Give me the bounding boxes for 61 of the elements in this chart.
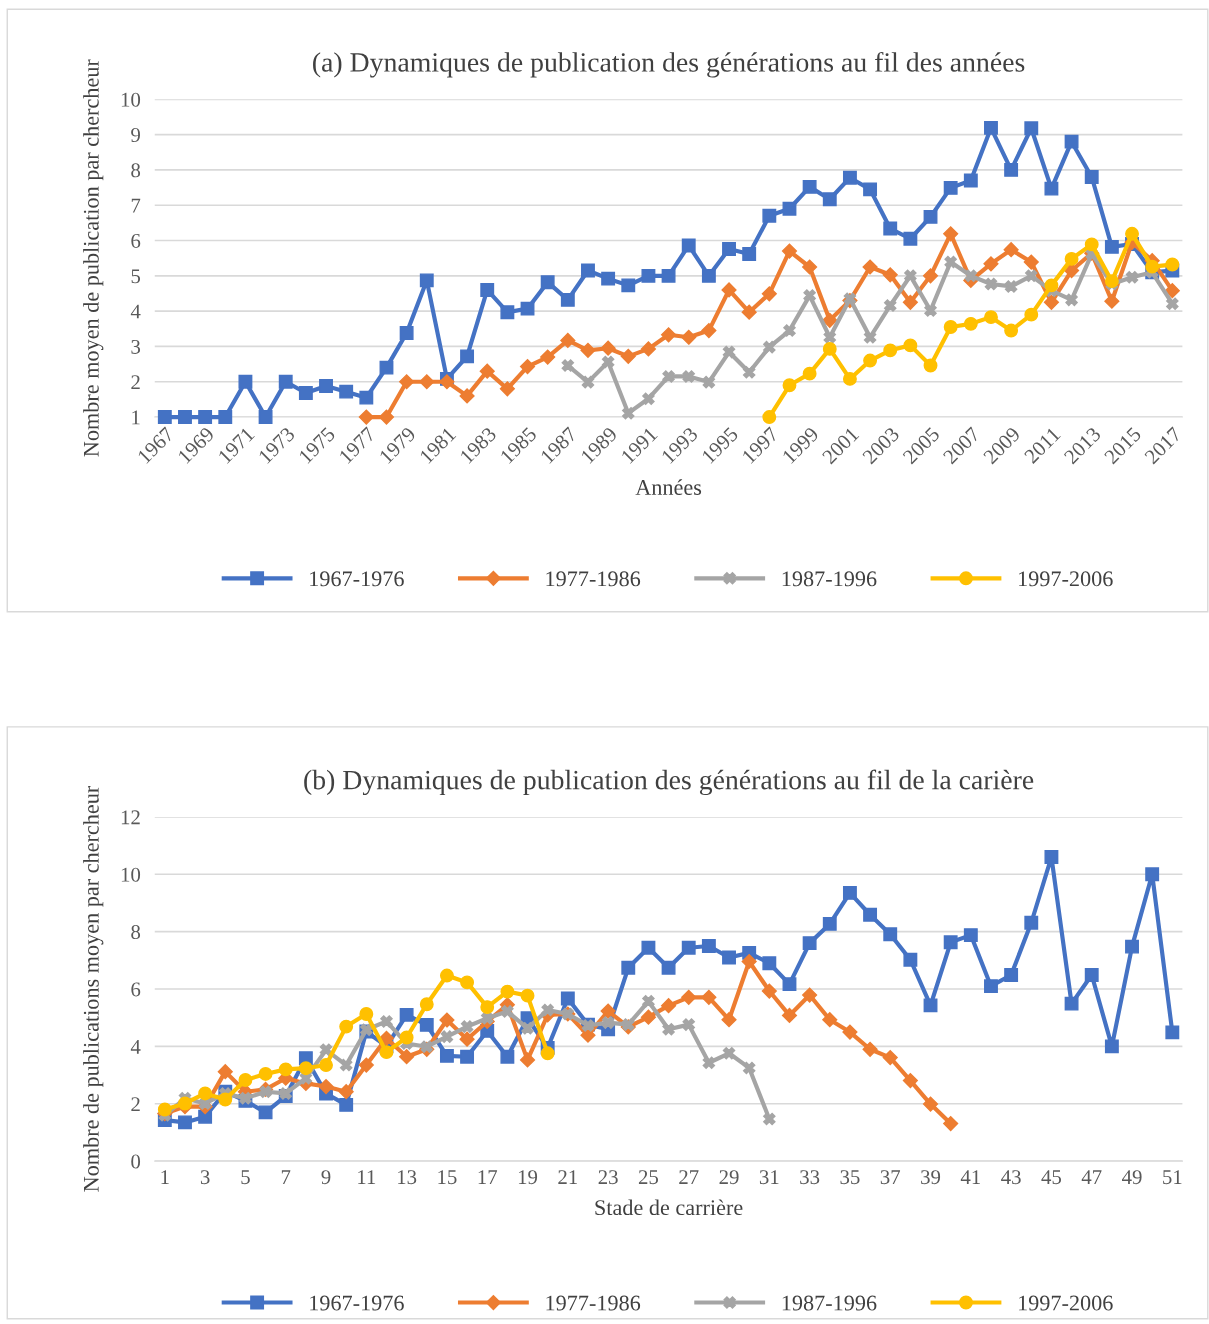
x-tick-label: 7	[281, 1170, 291, 1184]
y-tick-label: 0	[131, 1154, 141, 1169]
x-tick-label: 49	[1122, 1170, 1142, 1185]
y-tick-label: 1	[132, 410, 140, 425]
y-tick-label: 8	[131, 163, 141, 178]
x-tick-label: 19	[518, 1170, 538, 1185]
y-tick-label: 10	[121, 867, 141, 882]
x-tick-label: 25	[638, 1170, 659, 1185]
y-tick-label: 6	[131, 233, 141, 248]
y-axis-title: Nombre de publications moyen par chercheur	[83, 785, 104, 1192]
x-tick-label: 1991	[620, 426, 658, 464]
x-axis-title: Stade de carrière	[595, 1199, 743, 1216]
x-tick-label: 13	[398, 1170, 417, 1185]
y-tick-label: 2	[131, 1097, 140, 1111]
x-tick-label: 1	[161, 1170, 169, 1184]
chart-title: (a) Dynamiques de publication des générations au fil des années	[313, 51, 1025, 78]
y-tick-label: 12	[121, 810, 140, 825]
x-tick-label: 3	[200, 1170, 210, 1185]
x-tick-label: 27	[679, 1170, 699, 1184]
x-tick-label: 47	[1081, 1170, 1102, 1184]
x-tick-label: 31	[759, 1170, 779, 1185]
chart-title: (b) Dynamiques de publication des générations au fil de la carière	[304, 769, 1034, 796]
x-tick-label: 17	[478, 1170, 498, 1184]
y-tick-label: 7	[131, 198, 141, 213]
legend-label: 1997-2006	[1019, 1295, 1113, 1311]
x-tick-label: 1981	[419, 426, 457, 464]
legend-label: 1987-1996	[782, 571, 877, 587]
x-tick-label: 43	[1001, 1170, 1021, 1185]
x-tick-label: 51	[1163, 1170, 1182, 1185]
x-axis-title: Années	[635, 479, 702, 495]
y-tick-label: 10	[121, 92, 141, 107]
x-tick-label: 9	[321, 1170, 331, 1185]
x-tick-label: 37	[880, 1170, 901, 1185]
y-tick-label: 9	[131, 128, 141, 143]
legend-label: 1977-1986	[546, 571, 641, 587]
x-tick-label: 23	[598, 1170, 618, 1185]
x-tick-label: 33	[800, 1170, 820, 1185]
x-tick-label: 11	[358, 1170, 376, 1184]
legend-label: 1987-1996	[782, 1295, 877, 1311]
y-tick-label: 2	[131, 375, 140, 389]
legend-label: 1967-1976	[310, 571, 404, 587]
y-tick-label: 5	[131, 269, 141, 284]
y-tick-label: 3	[131, 339, 141, 354]
y-tick-label: 8	[131, 925, 141, 940]
x-tick-label: 41	[960, 1170, 980, 1184]
legend-label: 1997-2006	[1019, 571, 1113, 587]
x-tick-label: 1971	[217, 426, 255, 464]
x-tick-label: 29	[719, 1170, 739, 1185]
y-tick-label: 4	[130, 304, 141, 319]
x-tick-label: 21	[558, 1170, 577, 1184]
y-tick-label: 6	[131, 982, 141, 997]
legend-label: 1967-1976	[310, 1295, 404, 1311]
legend-label: 1977-1986	[546, 1295, 641, 1311]
x-tick-label: 2011	[1023, 426, 1061, 465]
y-tick-label: 4	[130, 1039, 141, 1054]
x-tick-label: 39	[921, 1170, 941, 1185]
x-tick-label: 5	[241, 1170, 250, 1185]
x-tick-label: 45	[1041, 1170, 1062, 1185]
x-tick-label: 15	[438, 1170, 457, 1185]
x-tick-label: 35	[840, 1170, 860, 1185]
y-axis-title: Nombre moyen de publication par chercheur	[83, 59, 104, 457]
